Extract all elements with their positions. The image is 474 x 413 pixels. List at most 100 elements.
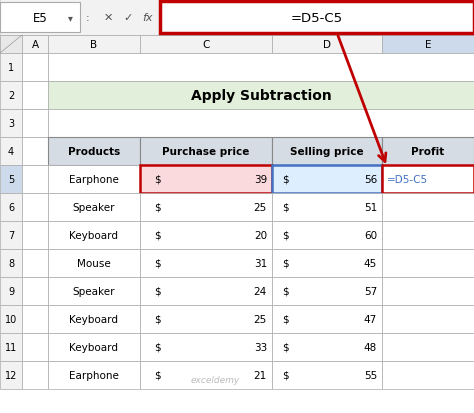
Text: Apply Subtraction: Apply Subtraction bbox=[191, 89, 331, 103]
Bar bbox=[272, 249, 382, 277]
Text: $: $ bbox=[282, 342, 289, 352]
Bar bbox=[48, 277, 140, 305]
Text: $: $ bbox=[282, 175, 289, 185]
Bar bbox=[0, 194, 22, 221]
Bar bbox=[48, 82, 474, 110]
Text: $: $ bbox=[282, 286, 289, 296]
Bar bbox=[0, 36, 474, 54]
Bar bbox=[140, 333, 272, 361]
Text: 25: 25 bbox=[254, 202, 267, 212]
Text: $: $ bbox=[154, 286, 161, 296]
Text: 45: 45 bbox=[364, 259, 377, 268]
Bar bbox=[382, 361, 474, 389]
Bar bbox=[140, 277, 272, 305]
Bar bbox=[22, 277, 48, 305]
Text: 56: 56 bbox=[364, 175, 377, 185]
Text: 5: 5 bbox=[8, 175, 14, 185]
Bar bbox=[140, 166, 272, 194]
Bar bbox=[272, 194, 382, 221]
Bar bbox=[382, 36, 474, 54]
Text: C: C bbox=[202, 40, 210, 50]
Text: Keyboard: Keyboard bbox=[70, 342, 118, 352]
Text: $: $ bbox=[154, 202, 161, 212]
Bar bbox=[48, 194, 140, 221]
Bar bbox=[140, 361, 272, 389]
Bar bbox=[22, 54, 48, 82]
Text: $: $ bbox=[154, 342, 161, 352]
Text: 7: 7 bbox=[8, 230, 14, 240]
Bar bbox=[48, 166, 140, 194]
Text: 48: 48 bbox=[364, 342, 377, 352]
Bar bbox=[272, 138, 382, 166]
Text: Speaker: Speaker bbox=[73, 202, 115, 212]
Bar bbox=[382, 221, 474, 249]
Text: $: $ bbox=[282, 370, 289, 380]
Text: E5: E5 bbox=[33, 12, 47, 24]
Text: Mouse: Mouse bbox=[77, 259, 111, 268]
Text: 21: 21 bbox=[254, 370, 267, 380]
Text: =D5-C5: =D5-C5 bbox=[291, 12, 343, 24]
Text: 39: 39 bbox=[254, 175, 267, 185]
Bar bbox=[382, 333, 474, 361]
Text: Products: Products bbox=[68, 147, 120, 157]
Text: E: E bbox=[425, 40, 431, 50]
Bar bbox=[48, 305, 140, 333]
Text: $: $ bbox=[154, 230, 161, 240]
Text: 9: 9 bbox=[8, 286, 14, 296]
Bar bbox=[0, 3, 80, 33]
Bar bbox=[140, 305, 272, 333]
Bar bbox=[160, 2, 474, 34]
Text: Keyboard: Keyboard bbox=[70, 230, 118, 240]
Bar bbox=[22, 36, 48, 54]
Text: Speaker: Speaker bbox=[73, 286, 115, 296]
Bar bbox=[22, 138, 48, 166]
Text: 4: 4 bbox=[8, 147, 14, 157]
Bar bbox=[0, 361, 22, 389]
Text: Profit: Profit bbox=[411, 147, 445, 157]
Bar bbox=[22, 249, 48, 277]
Bar bbox=[382, 249, 474, 277]
Text: 47: 47 bbox=[364, 314, 377, 324]
Text: $: $ bbox=[154, 259, 161, 268]
Text: 60: 60 bbox=[364, 230, 377, 240]
Bar bbox=[0, 333, 22, 361]
Bar bbox=[0, 110, 22, 138]
Text: 24: 24 bbox=[254, 286, 267, 296]
Text: 8: 8 bbox=[8, 259, 14, 268]
Text: fx: fx bbox=[143, 13, 153, 23]
Bar bbox=[0, 0, 474, 36]
Bar bbox=[0, 166, 22, 194]
Bar bbox=[382, 305, 474, 333]
Bar bbox=[22, 361, 48, 389]
Bar bbox=[0, 221, 22, 249]
Bar bbox=[382, 166, 474, 194]
Bar bbox=[48, 361, 140, 389]
Bar bbox=[382, 138, 474, 166]
Bar bbox=[272, 36, 382, 54]
Bar bbox=[272, 361, 382, 389]
Text: D: D bbox=[323, 40, 331, 50]
Text: :: : bbox=[86, 13, 90, 23]
Bar bbox=[140, 194, 272, 221]
Text: 51: 51 bbox=[364, 202, 377, 212]
Bar bbox=[48, 138, 140, 166]
Text: 33: 33 bbox=[254, 342, 267, 352]
Text: 3: 3 bbox=[8, 119, 14, 129]
Text: 57: 57 bbox=[364, 286, 377, 296]
Bar bbox=[22, 305, 48, 333]
Bar bbox=[382, 277, 474, 305]
Bar bbox=[140, 36, 272, 54]
Text: 55: 55 bbox=[364, 370, 377, 380]
Bar bbox=[48, 249, 140, 277]
Bar bbox=[272, 305, 382, 333]
Text: 12: 12 bbox=[5, 370, 17, 380]
Bar bbox=[272, 166, 382, 194]
Bar bbox=[0, 277, 22, 305]
Text: $: $ bbox=[154, 314, 161, 324]
Bar bbox=[272, 277, 382, 305]
Text: 6: 6 bbox=[8, 202, 14, 212]
Bar bbox=[22, 194, 48, 221]
Text: 10: 10 bbox=[5, 314, 17, 324]
Text: exceldemy: exceldemy bbox=[191, 375, 240, 384]
Bar bbox=[140, 138, 272, 166]
